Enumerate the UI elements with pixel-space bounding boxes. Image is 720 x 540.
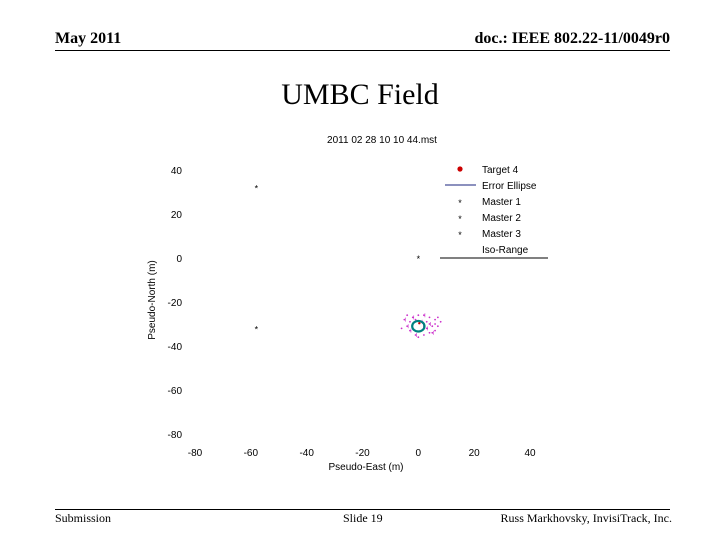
error-ellipse	[411, 319, 426, 333]
footer-author: Russ Markhovsky, InvisiTrack, Inc.	[500, 511, 672, 525]
x-tick-label: -40	[299, 448, 314, 459]
legend-label: Master 3	[482, 229, 521, 240]
master-star-marker: *	[417, 254, 421, 264]
iso-range-point	[414, 334, 417, 336]
iso-range-point	[423, 334, 425, 336]
x-tick-labels: -80 -60 -40 -20 0 20 40	[188, 448, 536, 459]
legend-label: Error Ellipse	[482, 181, 537, 192]
iso-range-point	[400, 327, 403, 330]
y-tick-label: -60	[168, 386, 183, 397]
footer-submission: Submission	[55, 511, 112, 525]
iso-range-point	[414, 318, 417, 321]
legend-star-marker: *	[458, 214, 462, 224]
header-date: May 2011	[55, 30, 122, 47]
iso-range-point	[423, 314, 425, 317]
x-tick-label: -20	[355, 448, 370, 459]
iso-range-point	[436, 316, 439, 319]
iso-range-point	[409, 329, 411, 332]
iso-range-point	[436, 325, 439, 328]
legend-label: Master 1	[482, 197, 521, 208]
footer-slide-number: Slide 19	[343, 511, 383, 525]
header-doc-id: doc.: IEEE 802.22-11/0049r0	[474, 30, 670, 47]
iso-range-point	[431, 331, 434, 334]
footer-rule	[55, 509, 670, 510]
y-tick-label: 20	[171, 210, 183, 221]
legend: Target 4 Error Ellipse * Master 1 * Master 2 *…	[440, 165, 548, 259]
legend-label: Target 4	[482, 165, 519, 176]
iso-range-point	[403, 318, 406, 321]
y-tick-label: -40	[168, 342, 183, 353]
iso-range-point	[417, 314, 420, 317]
slide-title: UMBC Field	[281, 78, 439, 111]
iso-range-point	[439, 320, 442, 323]
iso-range-point	[434, 323, 436, 325]
iso-range-point	[434, 329, 436, 332]
master-star-marker: *	[255, 184, 259, 194]
iso-range-point	[428, 316, 431, 319]
plot-marks: * * *	[255, 184, 442, 339]
x-tick-label: -80	[188, 448, 203, 459]
x-tick-label: 0	[416, 448, 422, 459]
scatter-chart: 2011 02 28 10 10 44.mst Pseudo-East (m) …	[147, 135, 548, 473]
target-dot	[418, 322, 421, 325]
legend-label: Iso-Range	[482, 245, 529, 256]
iso-range-point	[409, 320, 411, 323]
x-tick-label: 20	[469, 448, 481, 459]
iso-range-point	[425, 320, 428, 323]
iso-range-point	[428, 323, 431, 325]
chart-title: 2011 02 28 10 10 44.mst	[327, 135, 437, 146]
x-tick-label: -60	[244, 448, 259, 459]
y-tick-labels: 40 20 0 -20 -40 -60 -80	[168, 166, 183, 441]
iso-range-point	[425, 327, 428, 330]
legend-target-marker	[457, 166, 463, 172]
y-axis-label: Pseudo-North (m)	[147, 260, 158, 339]
y-tick-label: -80	[168, 430, 183, 441]
header-rule	[55, 50, 670, 51]
legend-star-marker: *	[458, 198, 462, 208]
master-star-marker: *	[255, 324, 259, 334]
iso-range-point	[434, 318, 436, 321]
x-axis-label: Pseudo-East (m)	[328, 462, 403, 473]
x-tick-label: 40	[524, 448, 536, 459]
iso-range-point	[411, 316, 414, 319]
y-tick-label: -20	[168, 298, 183, 309]
iso-range-point	[406, 314, 409, 317]
iso-range-point	[417, 336, 420, 339]
legend-label: Master 2	[482, 213, 521, 224]
iso-range-point	[428, 331, 431, 334]
iso-range-point	[431, 325, 434, 328]
iso-range-point	[406, 325, 409, 328]
y-tick-label: 40	[171, 166, 183, 177]
legend-star-marker: *	[458, 230, 462, 240]
y-tick-label: 0	[176, 254, 182, 265]
